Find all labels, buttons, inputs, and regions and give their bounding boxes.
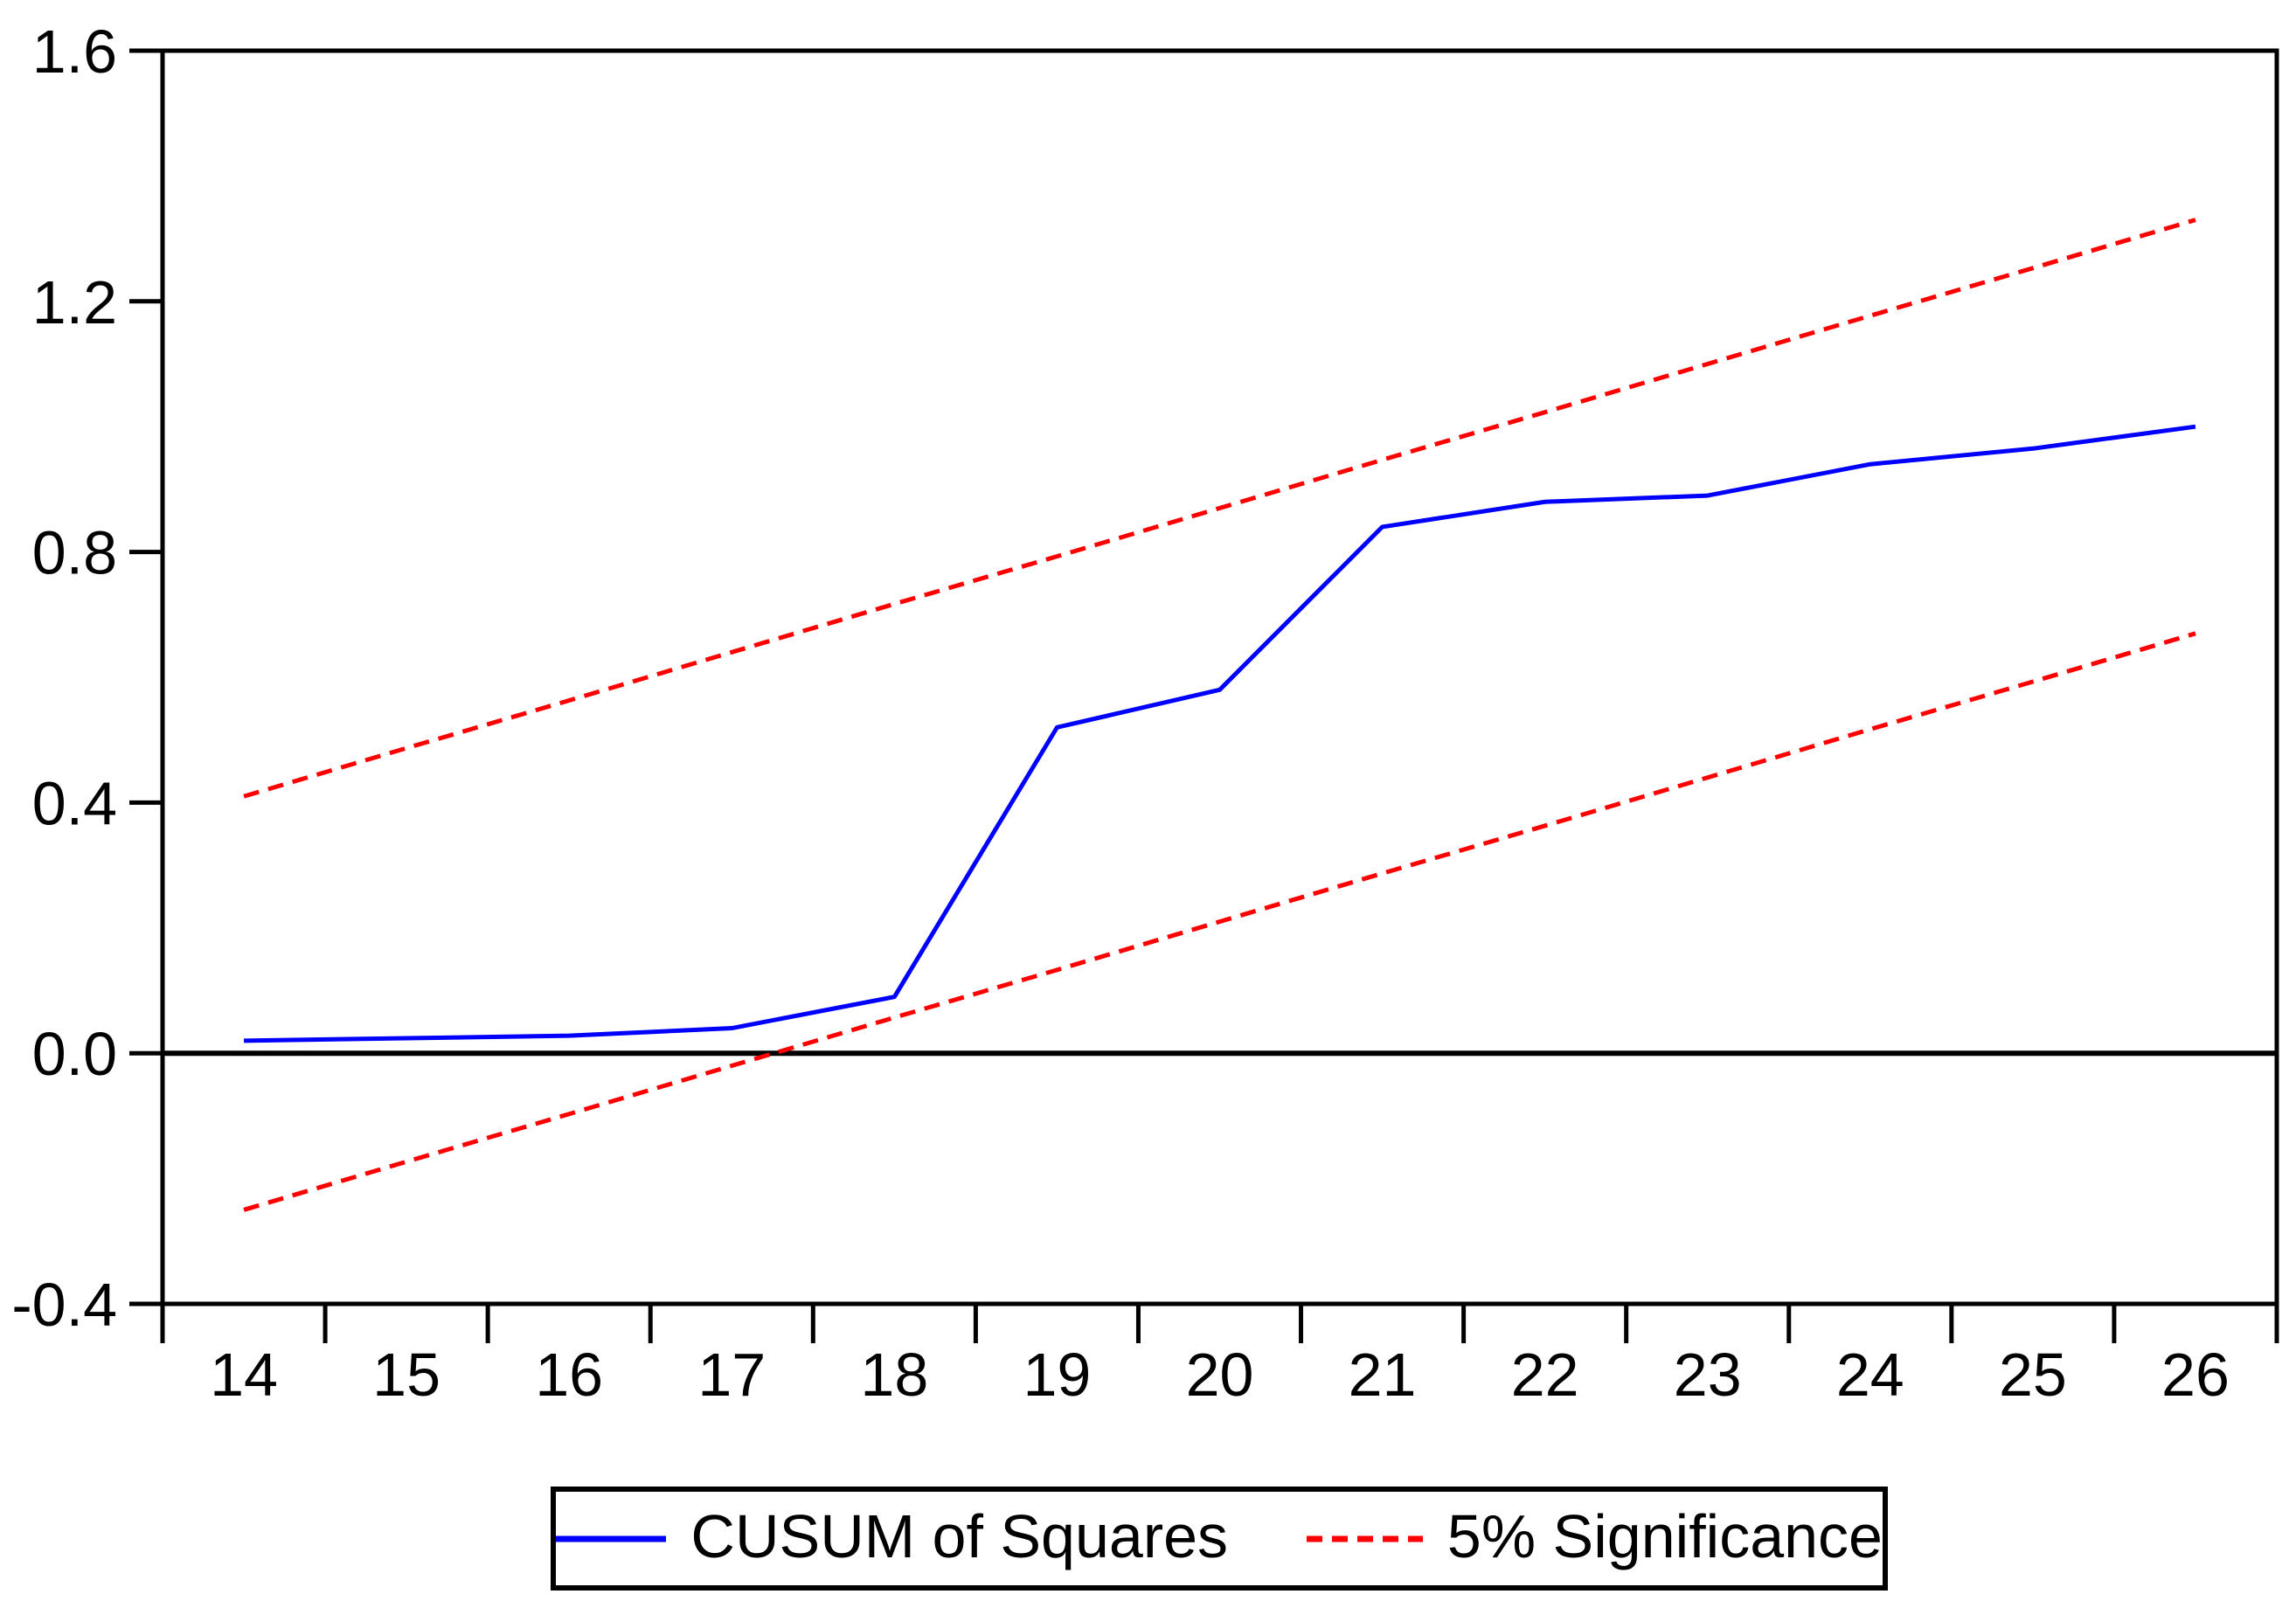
x-tick-label: 21 <box>1349 1341 1417 1409</box>
cusum-of-squares-line <box>243 424 2196 1043</box>
legend: CUSUM of Squares 5% Significance <box>551 1487 1888 1591</box>
x-tick-label: 20 <box>1186 1341 1254 1409</box>
y-tick-label: 0.0 <box>32 1020 117 1088</box>
x-tick-label: 24 <box>1836 1341 1904 1409</box>
y-tick-label: 1.2 <box>32 268 117 336</box>
x-tick-label: 14 <box>210 1341 278 1409</box>
legend-spacer <box>1228 1538 1307 1539</box>
x-tick-label: 22 <box>1511 1341 1579 1409</box>
y-tick-label: -0.4 <box>11 1271 117 1339</box>
x-tick-label: 19 <box>1023 1341 1091 1409</box>
significance-band-line <box>243 218 2196 799</box>
plot-border <box>160 48 2279 1306</box>
y-tick-label: 0.4 <box>32 769 117 837</box>
x-tick-label: 17 <box>697 1341 766 1409</box>
y-tick-label: 1.6 <box>32 17 117 86</box>
x-tick-label: 23 <box>1674 1341 1742 1409</box>
x-tick-label: 26 <box>2161 1341 2230 1409</box>
x-tick-label: 16 <box>535 1341 603 1409</box>
y-tick-label: 0.8 <box>32 519 117 587</box>
legend-label-significance: 5% Significance <box>1446 1501 1883 1570</box>
legend-line-sample-significance <box>1306 1535 1423 1542</box>
x-tick-label: 18 <box>860 1341 928 1409</box>
plot-area: 1.6 1.2 0.8 0.4 0.0 -0.4 14 15 16 17 18 19 20 21 22 23 2… <box>11 17 2279 1409</box>
legend-label-cusum: CUSUM of Squares <box>690 1501 1229 1570</box>
x-tick-label: 25 <box>1999 1341 2067 1409</box>
significance-band-line <box>243 631 2196 1212</box>
x-tick-label: 15 <box>372 1341 440 1409</box>
legend-line-sample-cusum <box>556 1535 667 1542</box>
